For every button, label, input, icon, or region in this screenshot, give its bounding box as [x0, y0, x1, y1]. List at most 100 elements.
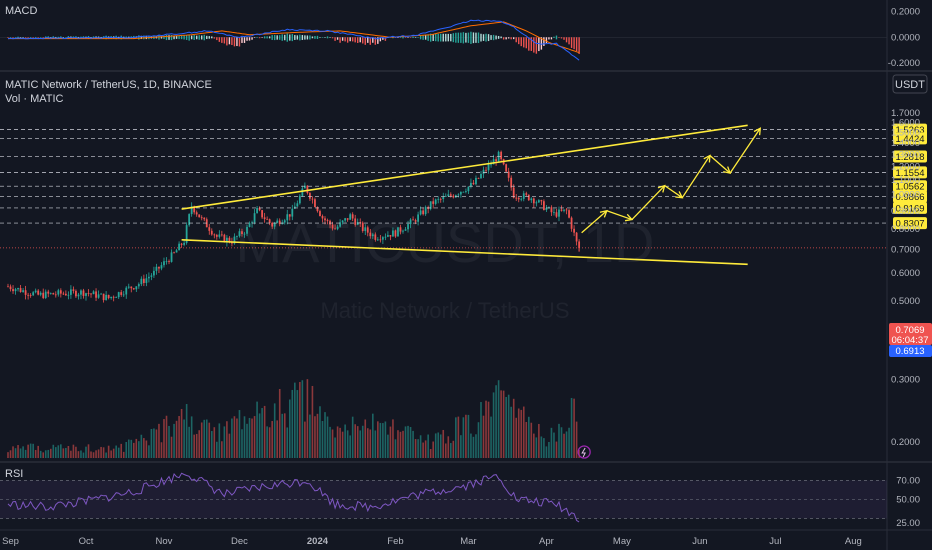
candle-body — [392, 230, 394, 237]
projection-arrow-segment[interactable] — [606, 210, 633, 221]
annotations[interactable] — [181, 124, 762, 266]
volume-bar — [145, 440, 148, 458]
volume-bar — [160, 442, 163, 458]
macd-histogram-bar — [437, 33, 439, 42]
candle-body — [542, 201, 545, 211]
macd-histogram-bar — [419, 35, 422, 40]
macd-histogram-bar — [160, 36, 163, 39]
volume-bar — [505, 396, 507, 458]
candle-body — [437, 198, 440, 200]
time-tick-label: Apr — [539, 536, 554, 547]
currency-button[interactable] — [892, 74, 928, 94]
macd-histogram-bar — [319, 36, 321, 38]
volume-bar — [138, 441, 140, 458]
projection-arrow-segment[interactable] — [709, 154, 731, 174]
candle-body — [397, 227, 399, 237]
candle-body — [296, 203, 299, 207]
candle-body — [22, 290, 24, 293]
volume-bar — [427, 434, 429, 458]
volume-bar — [545, 446, 548, 458]
macd-histogram-bar — [231, 37, 233, 46]
level-price-tag — [893, 217, 927, 230]
macd-histogram-bar — [568, 37, 570, 45]
upper-trendline[interactable] — [181, 124, 748, 210]
macd-histogram-bar — [417, 37, 419, 38]
candle-body — [67, 294, 70, 296]
candle-body — [490, 164, 492, 166]
projection-arrow-segment[interactable] — [681, 155, 711, 199]
time-tick-label: Aug — [845, 536, 862, 547]
macd-histogram-bar — [334, 37, 336, 41]
volume-bar — [356, 426, 359, 458]
volume-bar — [457, 416, 460, 458]
volume-bar — [482, 415, 485, 458]
candle-body — [218, 234, 221, 237]
macd-histogram-bar — [256, 36, 258, 38]
macd-histogram-bar — [206, 35, 208, 40]
volume-bar — [349, 435, 351, 458]
macd-histogram-bar — [213, 37, 216, 39]
macd-histogram-bar — [77, 36, 80, 38]
candle-body — [339, 222, 342, 227]
macd-histogram-bar — [246, 37, 248, 41]
volume-bar — [228, 433, 231, 458]
volume-bar — [185, 404, 188, 458]
volume-bar — [329, 426, 331, 458]
volume-bar — [563, 433, 565, 458]
volume-bar — [336, 426, 339, 458]
candle-body — [185, 225, 188, 243]
candle-body — [354, 218, 357, 225]
volume-bar — [309, 414, 311, 458]
rsi-panel[interactable]: 70.00 50.00 25.00 — [0, 472, 920, 529]
macd-histogram-bar — [528, 37, 530, 51]
level-price-tag — [893, 132, 927, 145]
macd-histogram-bar — [273, 34, 276, 41]
macd-histogram-bar — [558, 37, 560, 38]
volume-bar — [70, 450, 72, 458]
macd-panel[interactable]: 0.2000 0.0000 -0.2000 — [0, 7, 920, 69]
candle-body — [550, 207, 553, 213]
macd-histogram-bar — [575, 37, 578, 52]
macd-histogram-bar — [188, 34, 190, 41]
candle-body — [238, 231, 241, 237]
macd-histogram-bar — [263, 36, 266, 39]
rsi-label: RSI — [5, 468, 23, 480]
volume-bar — [558, 423, 560, 458]
macd-histogram-bar — [175, 35, 178, 39]
candle-body — [112, 296, 115, 298]
projection-arrow-segment[interactable] — [664, 185, 683, 199]
candle-body — [188, 214, 191, 226]
volume-bar — [570, 397, 573, 458]
price-tick-label: 1.4000 — [891, 138, 920, 149]
macd-tick-label: 0.2000 — [891, 7, 920, 18]
volume-bar — [178, 416, 180, 458]
macd-histogram-bar — [238, 37, 241, 47]
lightning-marker-icon[interactable] — [577, 445, 591, 459]
volume-bar — [14, 448, 17, 458]
volume-bar — [379, 422, 382, 458]
projection-arrow-segment[interactable] — [631, 185, 666, 221]
candle-body — [110, 296, 113, 299]
macd-histogram-bar — [369, 37, 371, 45]
projection-arrow-segment[interactable] — [581, 210, 608, 234]
candle-body — [266, 218, 269, 220]
macd-histogram-bar — [19, 37, 22, 38]
volume-bar — [520, 409, 523, 458]
macd-histogram-bar — [424, 35, 427, 40]
candle-body — [213, 234, 216, 236]
macd-histogram-bar — [253, 37, 256, 38]
macd-histogram-bar — [351, 37, 354, 42]
macd-histogram-bar — [170, 34, 173, 41]
macd-histogram-bar — [42, 37, 44, 38]
candle-body — [258, 208, 261, 211]
volume-bar — [437, 432, 440, 458]
macd-tick-label: -0.2000 — [888, 58, 920, 69]
candle-body — [374, 234, 377, 240]
candle-body — [47, 291, 50, 294]
volume-bar — [221, 441, 223, 458]
projection-arrow-segment[interactable] — [729, 127, 761, 174]
lower-trendline[interactable] — [181, 239, 748, 266]
volume-bar — [334, 437, 336, 458]
